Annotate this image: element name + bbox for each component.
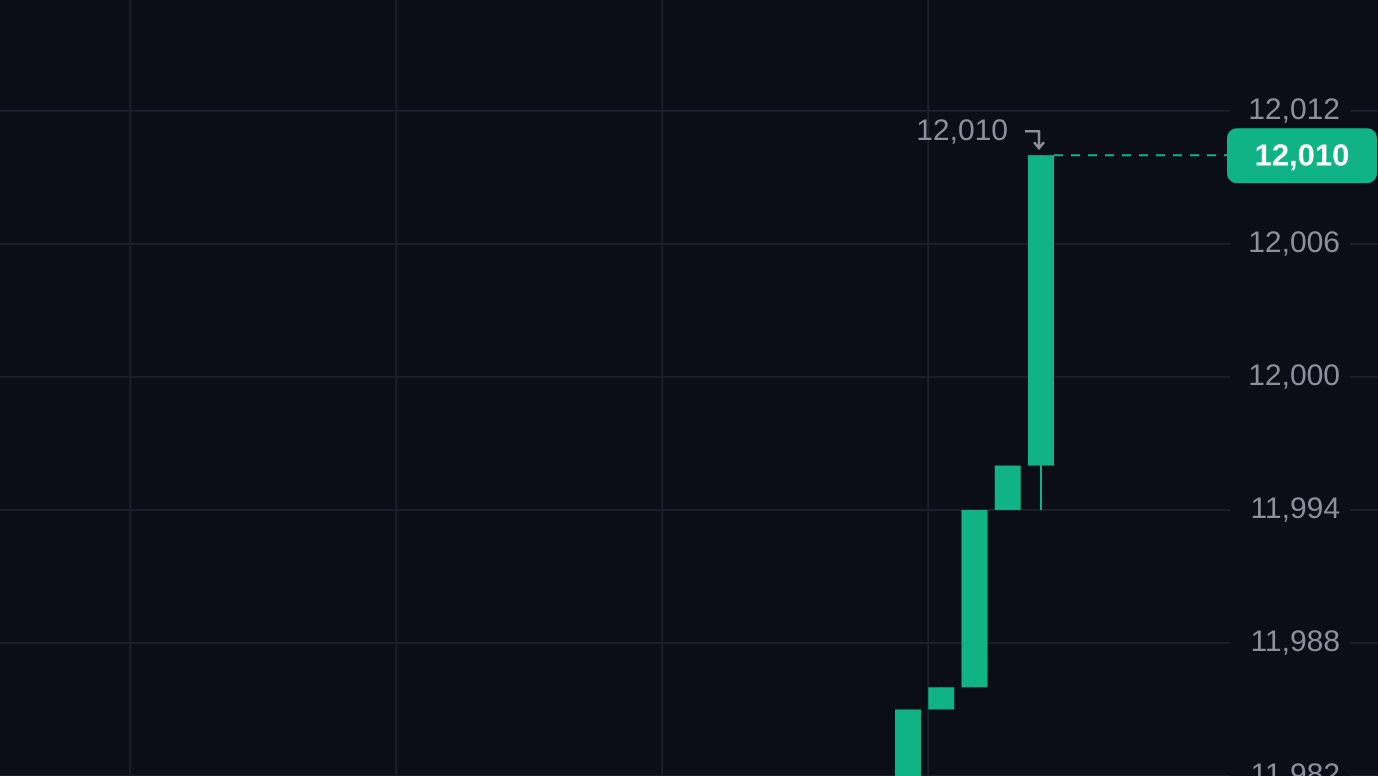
last-price-label: 12,010 [1255,137,1350,172]
last-price-badge [1227,128,1377,184]
y-tick-label: 11,994 [1250,492,1340,525]
candle-body [1028,155,1054,466]
plot-area [895,155,1054,776]
y-tick-label: 11,982 [1250,758,1340,776]
candle-body [994,465,1021,510]
candle-body [961,509,988,688]
high-marker-label: 12,010 [916,114,1008,147]
y-tick-label: 12,006 [1248,226,1340,259]
candle-body [928,687,955,710]
high-marker-arrow [1025,129,1045,151]
y-tick-label: 12,000 [1248,359,1340,392]
y-tick-label: 12,012 [1248,93,1340,126]
y-tick-label: 11,988 [1250,625,1340,658]
candle-body [895,709,921,776]
overlay: 12,010 12,010 [916,114,1377,184]
